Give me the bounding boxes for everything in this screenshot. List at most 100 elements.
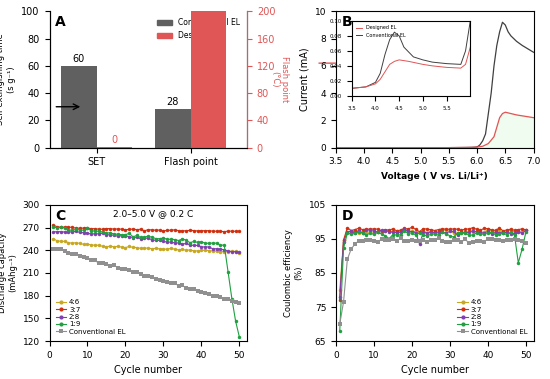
4:6 [515, 229, 521, 234]
Conventional EL [236, 301, 243, 305]
1:9 [172, 237, 178, 242]
1:9 [96, 229, 102, 233]
Conventional EL [477, 238, 483, 243]
2:8 [382, 229, 389, 233]
4:6 [194, 249, 201, 253]
2:8 [337, 294, 343, 299]
4:6 [500, 230, 507, 234]
3:7 [138, 227, 144, 232]
2:8 [134, 235, 140, 240]
Conventional EL [454, 238, 461, 243]
2:8 [164, 240, 170, 244]
3:7 [401, 226, 408, 231]
Conventional EL [519, 239, 525, 243]
Conventional EL [351, 242, 358, 246]
4:6 [156, 247, 163, 251]
2:8 [412, 230, 419, 235]
4:6 [450, 231, 457, 235]
3:7 [431, 228, 438, 233]
3:7 [179, 229, 186, 233]
Conventional EL [500, 238, 507, 243]
2:8 [175, 241, 182, 245]
4:6 [496, 228, 503, 232]
Conventional EL [134, 270, 140, 274]
3:7 [69, 225, 75, 230]
2:8 [344, 230, 351, 235]
1:9 [412, 233, 419, 237]
Legend: 4:6, 3:7, 2:8, 1:9, Conventional EL: 4:6, 3:7, 2:8, 1:9, Conventional EL [455, 296, 530, 338]
4:6 [175, 248, 182, 252]
4:6 [416, 230, 423, 235]
4:6 [466, 229, 472, 233]
2:8 [351, 231, 358, 236]
Conventional EL [504, 238, 510, 243]
3:7 [454, 227, 461, 232]
3:7 [458, 228, 465, 233]
3:7 [386, 228, 393, 232]
4:6 [225, 249, 232, 254]
2:8 [469, 228, 476, 233]
3:7 [508, 227, 514, 232]
Line: 2:8: 2:8 [52, 230, 241, 254]
4:6 [371, 230, 377, 234]
3:7 [50, 223, 57, 227]
Conventional EL [69, 252, 75, 256]
Conventional EL [73, 252, 79, 256]
Line: Conventional EL: Conventional EL [52, 247, 241, 305]
Conventional EL [412, 239, 419, 243]
1:9 [175, 238, 182, 243]
2:8 [386, 229, 393, 234]
1:9 [462, 231, 469, 235]
3:7 [344, 226, 351, 230]
2:8 [103, 232, 110, 237]
2:8 [236, 250, 243, 255]
Conventional EL [190, 287, 197, 292]
3:7 [462, 227, 469, 232]
3:7 [477, 228, 483, 233]
4:6 [232, 249, 239, 254]
2:8 [439, 230, 446, 235]
4:6 [344, 229, 351, 234]
2:8 [73, 229, 79, 234]
4:6 [386, 229, 393, 233]
4:6 [217, 249, 224, 254]
3:7 [443, 227, 449, 231]
Conventional EL [466, 241, 472, 245]
4:6 [454, 231, 461, 235]
3:7 [175, 229, 182, 233]
1:9 [122, 232, 129, 237]
Conventional EL [393, 239, 400, 243]
3:7 [348, 228, 354, 233]
1:9 [54, 225, 60, 230]
3:7 [519, 227, 525, 231]
4:6 [359, 230, 366, 235]
4:6 [363, 230, 370, 235]
1:9 [344, 231, 351, 235]
4:6 [76, 241, 83, 246]
3:7 [420, 226, 427, 231]
1:9 [141, 235, 148, 239]
3:7 [393, 229, 400, 233]
Y-axis label: Discharge capacity
(mAhg⁻¹): Discharge capacity (mAhg⁻¹) [0, 233, 17, 313]
Conventional EL [58, 247, 64, 251]
2:8 [190, 243, 197, 247]
1:9 [424, 234, 431, 238]
3:7 [65, 225, 72, 229]
4:6 [412, 229, 419, 234]
Conventional EL [355, 238, 362, 243]
1:9 [359, 230, 366, 235]
1:9 [355, 229, 362, 234]
1:9 [50, 225, 57, 230]
2:8 [54, 229, 60, 234]
2:8 [447, 229, 453, 234]
Conventional EL [435, 236, 442, 240]
Conventional EL [152, 277, 159, 281]
1:9 [152, 236, 159, 241]
2:8 [522, 228, 529, 233]
2:8 [359, 231, 366, 235]
Conventional EL [389, 237, 396, 242]
3:7 [469, 226, 476, 230]
3:7 [126, 227, 133, 232]
1:9 [73, 227, 79, 232]
1:9 [221, 243, 228, 247]
